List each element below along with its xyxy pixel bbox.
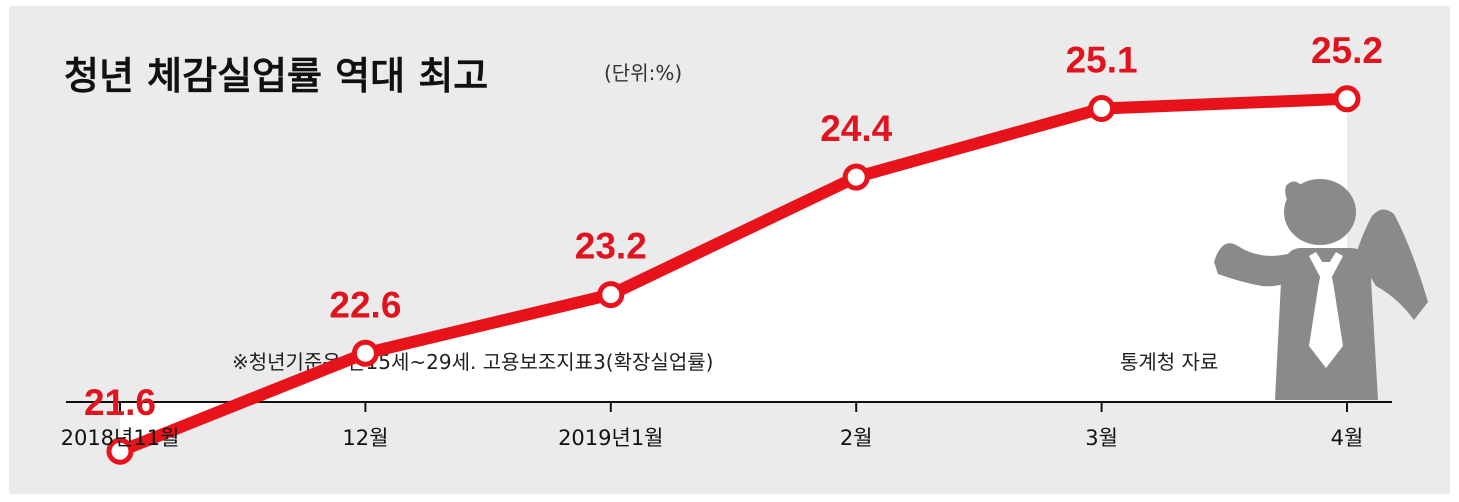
data-point [1333, 85, 1361, 113]
area-under-line [120, 98, 1347, 452]
x-tick-label: 2019년1월 [558, 426, 663, 450]
chart-title: 청년 체감실업률 역대 최고 [64, 54, 488, 98]
data-label: 25.2 [1311, 30, 1383, 71]
data-labels: 21.6 22.6 23.2 24.4 25.1 25.2 [84, 30, 1383, 423]
data-label: 22.6 [329, 284, 401, 325]
data-point [842, 163, 870, 191]
footnote: ※청년기준은 만15세~29세. 고용보조지표3(확장실업률) [232, 350, 713, 374]
x-tick-label: 12월 [342, 426, 388, 450]
data-points [106, 85, 1361, 465]
x-tick-label: 4월 [1331, 426, 1364, 450]
data-label: 23.2 [575, 226, 647, 267]
x-tick-label: 2월 [840, 426, 873, 450]
x-tick-label: 2018년11월 [61, 426, 180, 450]
data-label: 25.1 [1066, 40, 1138, 81]
unit-label: (단위:%) [604, 61, 682, 85]
data-point [351, 339, 379, 367]
data-label: 24.4 [820, 108, 892, 149]
data-point [106, 437, 134, 465]
x-axis-ticks [119, 402, 1348, 412]
source-credit: 통계청 자료 [1120, 350, 1218, 374]
x-tick-labels: 2018년11월 12월 2019년1월 2월 3월 4월 [61, 426, 1364, 450]
series-line [114, 92, 1353, 458]
x-tick-label: 3월 [1085, 426, 1118, 450]
stressed-man-icon [1214, 179, 1428, 400]
data-point [1088, 95, 1116, 122]
data-label: 21.6 [84, 382, 156, 423]
data-point [597, 281, 625, 309]
